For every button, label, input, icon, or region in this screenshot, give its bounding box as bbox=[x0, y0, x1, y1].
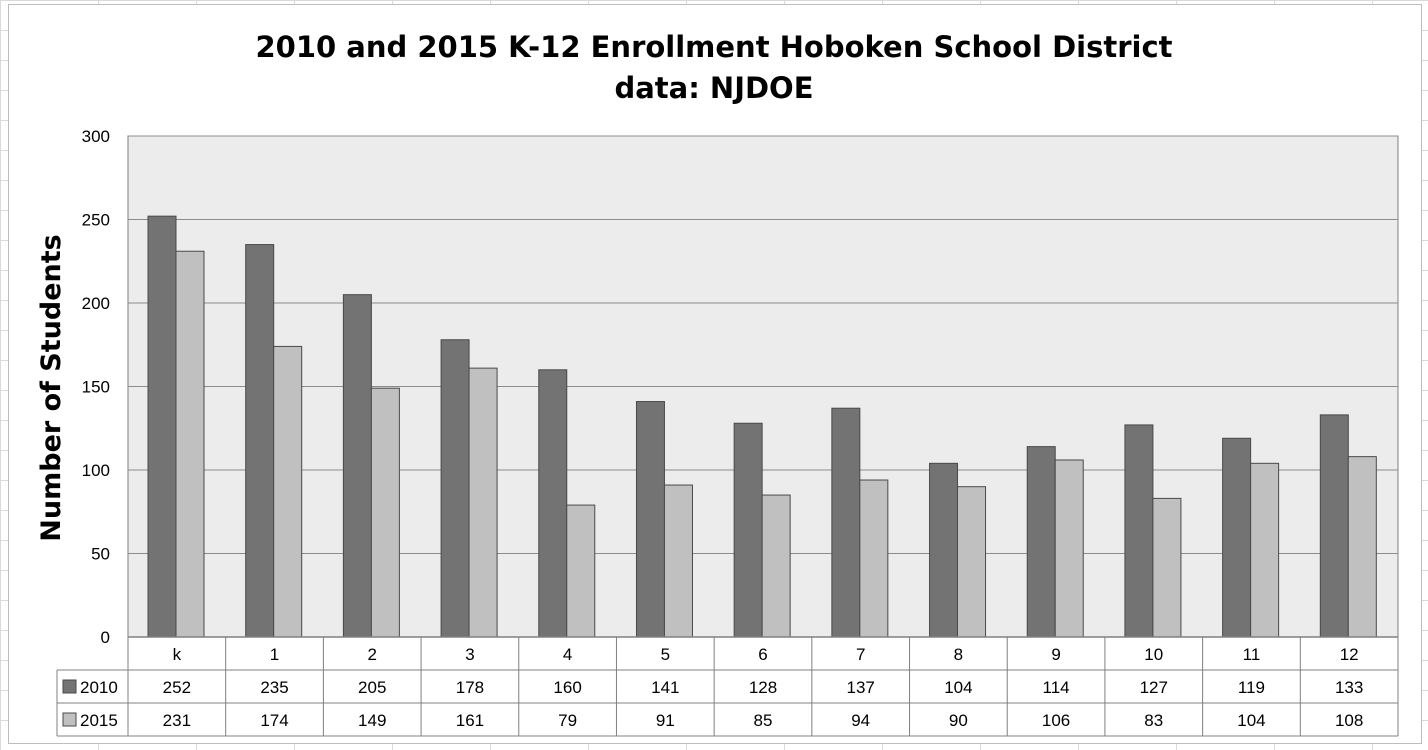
x-tick-label: 1 bbox=[270, 645, 279, 664]
x-tick-label: 4 bbox=[563, 645, 572, 664]
data-label-2015-6: 85 bbox=[754, 711, 773, 730]
bar-2010-10 bbox=[1124, 424, 1154, 638]
data-label-2010-4: 160 bbox=[553, 678, 581, 697]
data-label-2010-3: 178 bbox=[456, 678, 484, 697]
data-label-2010-10: 127 bbox=[1140, 678, 1168, 697]
y-axis-label: Number of Students bbox=[36, 234, 67, 541]
bar-2010-5 bbox=[635, 401, 665, 638]
legend-entry-2015: 2015 bbox=[80, 711, 118, 730]
bar-2015-2 bbox=[370, 387, 400, 638]
data-label-2010-k: 252 bbox=[163, 678, 191, 697]
data-label-2015-4: 79 bbox=[558, 711, 577, 730]
y-tick-label: 0 bbox=[101, 628, 110, 647]
x-tick-label: 11 bbox=[1243, 645, 1261, 664]
bar-2010-8 bbox=[929, 462, 959, 638]
data-label-2015-7: 94 bbox=[851, 711, 870, 730]
bar-2015-7 bbox=[859, 479, 889, 638]
x-tick-label: 5 bbox=[661, 645, 670, 664]
x-tick-label: 6 bbox=[758, 645, 767, 664]
y-tick-label: 250 bbox=[82, 211, 110, 230]
data-label-2015-5: 91 bbox=[656, 711, 675, 730]
bar-2010-11 bbox=[1222, 437, 1252, 638]
x-tick-label: 8 bbox=[954, 645, 963, 664]
bar-2015-11 bbox=[1250, 462, 1280, 638]
data-label-2010-6: 128 bbox=[749, 678, 777, 697]
y-tick-label: 100 bbox=[82, 461, 110, 480]
x-tick-label: 12 bbox=[1340, 645, 1359, 664]
data-label-2015-1: 174 bbox=[260, 711, 288, 730]
data-label-2010-12: 133 bbox=[1335, 678, 1363, 697]
bar-2010-6 bbox=[733, 422, 763, 638]
data-label-2015-3: 161 bbox=[456, 711, 484, 730]
data-label-2010-11: 119 bbox=[1238, 678, 1265, 697]
x-tick-label: k bbox=[173, 645, 182, 664]
data-label-2015-2: 149 bbox=[358, 711, 386, 730]
bar-2010-7 bbox=[831, 407, 861, 638]
data-label-2015-11: 104 bbox=[1237, 711, 1265, 730]
data-label-2015-10: 83 bbox=[1144, 711, 1163, 730]
bar-2010-12 bbox=[1319, 414, 1349, 638]
bar-2015-k bbox=[175, 250, 205, 638]
x-tick-label: 3 bbox=[465, 645, 474, 664]
bar-2010-3 bbox=[440, 339, 470, 638]
data-label-2010-2: 205 bbox=[358, 678, 386, 697]
data-label-2010-8: 104 bbox=[944, 678, 972, 697]
y-tick-label: 300 bbox=[82, 127, 110, 146]
legend-entry-2010: 2010 bbox=[80, 678, 118, 697]
bar-2015-10 bbox=[1152, 497, 1182, 638]
y-tick-label: 200 bbox=[82, 294, 110, 313]
bar-2015-1 bbox=[273, 345, 303, 638]
x-tick-label: 10 bbox=[1144, 645, 1163, 664]
chart-subtitle: data: NJDOE bbox=[614, 71, 813, 105]
legend-swatch-2015 bbox=[62, 712, 77, 727]
x-tick-label: 2 bbox=[367, 645, 376, 664]
data-label-2015-8: 90 bbox=[949, 711, 968, 730]
data-label-2015-k: 231 bbox=[163, 711, 191, 730]
bar-2015-8 bbox=[957, 486, 987, 638]
bar-2015-9 bbox=[1054, 459, 1084, 638]
bar-2010-k bbox=[147, 215, 177, 638]
bar-2015-6 bbox=[761, 494, 791, 638]
data-label-2015-12: 108 bbox=[1335, 711, 1363, 730]
x-tick-label: 7 bbox=[856, 645, 865, 664]
x-tick-label: 9 bbox=[1051, 645, 1060, 664]
bar-2015-12 bbox=[1347, 456, 1377, 638]
y-tick-label: 50 bbox=[91, 545, 110, 564]
bar-2010-1 bbox=[245, 244, 275, 638]
bar-2015-4 bbox=[566, 504, 596, 638]
bar-2010-9 bbox=[1026, 446, 1056, 638]
chart-title: 2010 and 2015 K-12 Enrollment Hoboken Sc… bbox=[255, 30, 1172, 64]
data-label-2010-9: 114 bbox=[1043, 678, 1070, 697]
data-label-2010-7: 137 bbox=[847, 678, 875, 697]
data-label-2010-1: 235 bbox=[260, 678, 288, 697]
bar-2010-4 bbox=[538, 369, 568, 638]
data-label-2015-9: 106 bbox=[1042, 711, 1070, 730]
bar-2015-3 bbox=[468, 367, 498, 638]
bar-2010-2 bbox=[342, 294, 372, 638]
data-label-2010-5: 141 bbox=[651, 678, 679, 697]
legend-swatch-2010 bbox=[62, 679, 77, 694]
y-tick-label: 150 bbox=[82, 378, 110, 397]
bar-2015-5 bbox=[663, 484, 693, 638]
